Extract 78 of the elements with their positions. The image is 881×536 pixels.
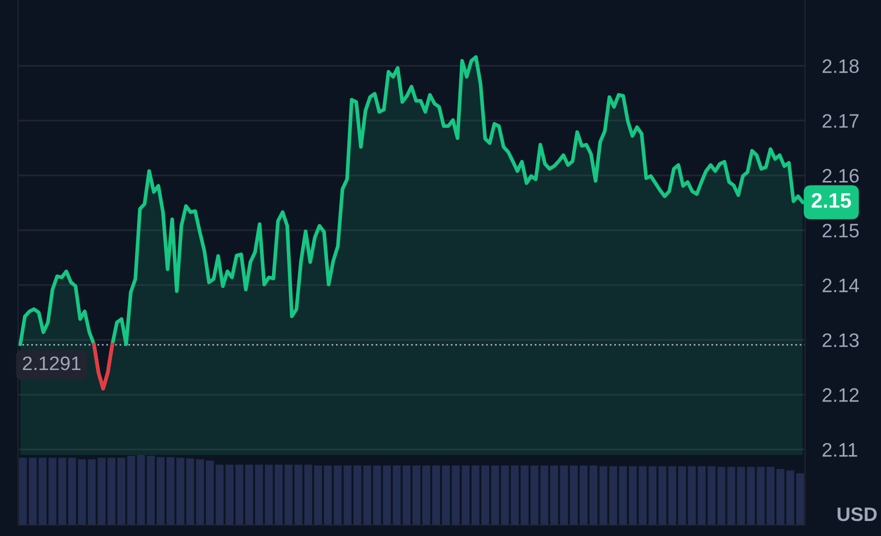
bar — [560, 466, 568, 525]
bar — [432, 466, 440, 525]
y-tick-label: 2.18 — [822, 59, 859, 74]
bar — [382, 466, 391, 525]
y-axis-title: USD — [838, 507, 877, 522]
y-tick-label: 2.14 — [822, 278, 859, 292]
bar — [550, 466, 558, 525]
bar — [98, 458, 106, 525]
y-tick-label: 2.17 — [822, 114, 859, 128]
bar — [137, 455, 145, 525]
bar — [648, 466, 656, 525]
bar — [708, 466, 716, 525]
bar — [619, 466, 627, 525]
bar — [688, 466, 696, 525]
bar — [344, 466, 352, 525]
bar — [501, 466, 509, 525]
bar — [530, 466, 538, 525]
bar — [196, 459, 204, 525]
bar — [363, 466, 372, 525]
bar — [88, 459, 96, 525]
bar — [392, 466, 401, 525]
bar — [146, 456, 155, 525]
bar — [108, 458, 116, 525]
bar — [68, 458, 76, 525]
bar — [226, 464, 234, 525]
bar — [678, 466, 686, 525]
bar — [78, 459, 86, 525]
bar — [264, 464, 273, 525]
bar — [590, 466, 598, 525]
bar — [776, 469, 784, 525]
bar — [353, 466, 362, 525]
bar — [756, 466, 765, 525]
bar — [462, 466, 470, 525]
bar — [727, 466, 736, 525]
bar — [117, 458, 126, 525]
bar — [38, 458, 47, 525]
y-tick-label: 2.12 — [822, 388, 859, 402]
y-tick-label: 2.16 — [822, 168, 859, 183]
bar — [314, 466, 322, 525]
bar — [373, 466, 382, 525]
bar — [766, 466, 775, 525]
bar — [786, 470, 794, 525]
bar — [156, 457, 165, 525]
ref-line-label: 2.1291 — [22, 356, 80, 370]
y-tick-label: 2.13 — [822, 333, 859, 348]
bar — [48, 458, 56, 525]
bar — [452, 466, 460, 525]
bar — [18, 458, 27, 525]
bar — [58, 458, 66, 525]
bar — [717, 466, 726, 525]
bar — [422, 466, 430, 525]
bar — [304, 464, 312, 525]
bar — [284, 464, 292, 525]
bar — [442, 466, 450, 525]
bar — [540, 466, 548, 525]
bar — [491, 466, 500, 525]
bar — [127, 456, 136, 525]
bar — [668, 466, 676, 525]
bar — [255, 464, 263, 525]
y-tick-label: 2.15 — [822, 224, 859, 238]
bar — [746, 466, 755, 525]
bar — [324, 466, 332, 525]
bar — [274, 464, 283, 525]
bar — [520, 466, 529, 525]
bar — [28, 458, 37, 525]
bar — [412, 466, 420, 525]
bar — [166, 457, 174, 525]
bar — [294, 464, 302, 525]
bar — [658, 466, 666, 525]
bar — [796, 473, 804, 525]
bar — [510, 466, 519, 525]
bar — [698, 466, 706, 525]
bar — [737, 466, 745, 525]
bar — [481, 466, 490, 525]
bar — [472, 466, 480, 525]
bar — [334, 466, 342, 525]
y-tick-label: 2.11 — [822, 442, 858, 457]
bar — [402, 466, 411, 525]
